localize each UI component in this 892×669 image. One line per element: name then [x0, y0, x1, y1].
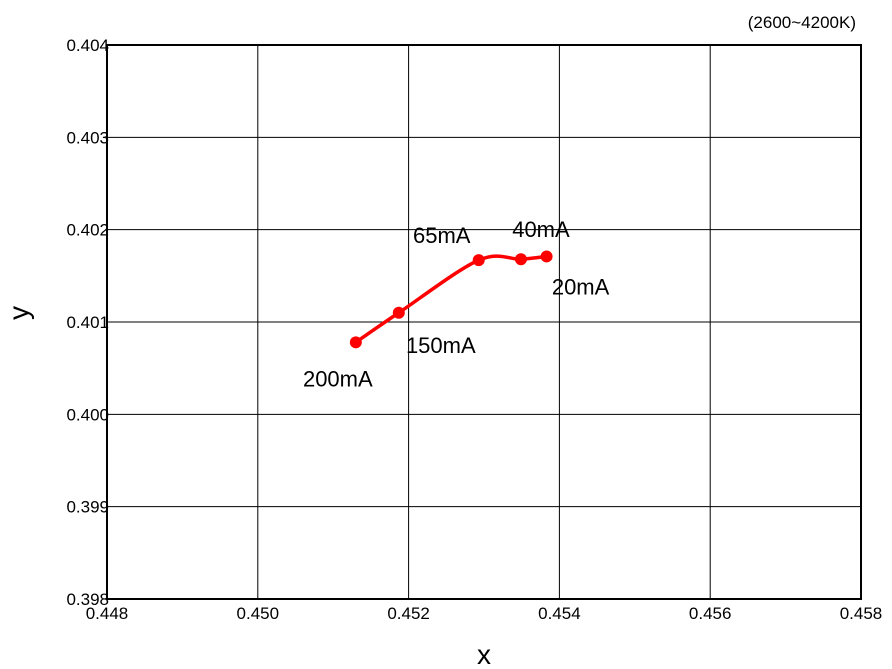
- x-tick-label: 0.456: [689, 604, 732, 623]
- y-tick-label: 0.400: [66, 405, 109, 424]
- y-tick-labels: 0.398 0.399 0.400 0.401 0.402 0.403 0.404: [66, 36, 109, 609]
- grid-lines: [106, 44, 862, 600]
- point-label: 150mA: [406, 333, 476, 358]
- data-point-20mA: [540, 250, 553, 263]
- x-tick-label: 0.458: [840, 604, 883, 623]
- x-axis-title: x: [477, 639, 491, 669]
- point-label: 40mA: [512, 217, 570, 242]
- series-line: [354, 254, 549, 345]
- point-labels: 200mA 150mA 65mA 40mA 20mA: [303, 217, 610, 391]
- point-label: 65mA: [413, 223, 471, 248]
- x-tick-label: 0.448: [86, 604, 129, 623]
- data-point-200mA: [349, 336, 362, 349]
- x-tick-labels: 0.448 0.450 0.452 0.454 0.456 0.458: [86, 604, 883, 623]
- y-tick-label: 0.401: [66, 313, 109, 332]
- plot-frame: [106, 44, 862, 600]
- data-point-65mA: [472, 254, 485, 267]
- data-points: [349, 250, 553, 349]
- data-point-150mA: [392, 306, 405, 319]
- data-point-40mA: [514, 253, 527, 266]
- x-tick-label: 0.454: [538, 604, 581, 623]
- y-tick-label: 0.404: [66, 36, 109, 55]
- y-tick-label: 0.402: [66, 221, 109, 240]
- x-tick-label: 0.450: [237, 604, 280, 623]
- point-label: 200mA: [303, 366, 373, 391]
- y-tick-label: 0.398: [66, 590, 109, 609]
- y-tick-label: 0.403: [66, 128, 109, 147]
- y-axis-title: y: [3, 306, 34, 320]
- y-tick-label: 0.399: [66, 498, 109, 517]
- point-label: 20mA: [552, 274, 610, 299]
- x-tick-label: 0.452: [387, 604, 430, 623]
- range-annotation: (2600~4200K): [748, 13, 856, 32]
